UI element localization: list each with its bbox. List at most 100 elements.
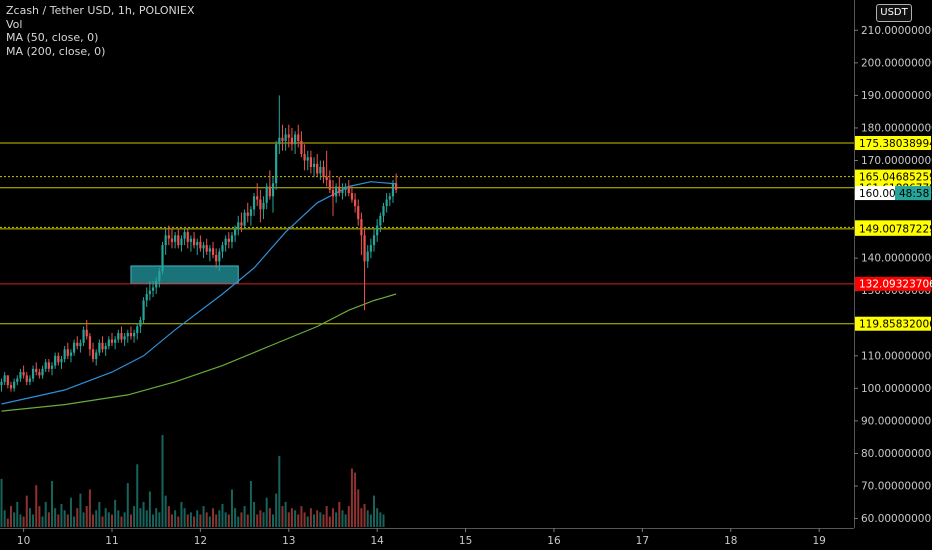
volume-bar bbox=[167, 506, 170, 527]
candle-body bbox=[76, 342, 79, 347]
volume-bar bbox=[262, 512, 265, 527]
candle-body bbox=[395, 183, 398, 190]
volume-bar bbox=[272, 514, 275, 527]
volume-bar bbox=[338, 501, 341, 527]
price-tick-label: 100.00000000 bbox=[861, 383, 932, 395]
candle-body bbox=[353, 199, 357, 207]
candle-body bbox=[117, 333, 120, 340]
candle-body bbox=[249, 209, 253, 216]
volume-bar bbox=[221, 504, 224, 527]
volume-bar bbox=[278, 455, 281, 527]
volume-bar bbox=[303, 512, 306, 527]
price-level-badge[interactable] bbox=[855, 276, 931, 291]
volume-bar bbox=[227, 514, 230, 527]
volume-bar bbox=[237, 516, 240, 527]
volume-bar bbox=[114, 499, 117, 527]
candle-body bbox=[132, 333, 136, 337]
candle-body bbox=[230, 235, 234, 242]
candle-body bbox=[88, 336, 91, 350]
last-price-label: 160.000 bbox=[859, 188, 902, 200]
candle-body bbox=[312, 163, 316, 168]
countdown-badge bbox=[895, 186, 931, 201]
volume-bar bbox=[256, 514, 259, 527]
candle-body bbox=[281, 137, 284, 141]
candle-body bbox=[382, 206, 385, 216]
candle-body bbox=[297, 134, 300, 141]
price-level-badge[interactable] bbox=[855, 135, 931, 150]
candle-body bbox=[347, 186, 350, 194]
volume-bar bbox=[341, 510, 344, 527]
candle-body bbox=[357, 206, 360, 220]
candle-body bbox=[110, 339, 114, 343]
volume-bar bbox=[104, 508, 107, 527]
time-tick-label: 16 bbox=[547, 535, 561, 547]
volume-bar bbox=[6, 518, 9, 527]
time-tick-label: 19 bbox=[812, 535, 825, 547]
volume-bar bbox=[13, 512, 16, 527]
price-level-badge[interactable] bbox=[855, 221, 931, 236]
volume-bar bbox=[107, 512, 110, 527]
volume-bar bbox=[136, 464, 139, 527]
volume-bar bbox=[73, 516, 76, 527]
price-level-badge[interactable] bbox=[855, 169, 931, 184]
volume-bar bbox=[196, 510, 199, 527]
candle-body bbox=[252, 196, 256, 210]
price-tick-label: 60.00000000 bbox=[861, 513, 931, 525]
volume-bar bbox=[224, 512, 227, 527]
volume-bar bbox=[212, 508, 215, 527]
candle-body bbox=[237, 222, 240, 229]
candle-body bbox=[325, 176, 328, 181]
volume-bar bbox=[259, 510, 262, 527]
support-zone-rect[interactable] bbox=[130, 265, 239, 285]
candle-body bbox=[114, 339, 117, 343]
price-tick-label: 90.00000000 bbox=[861, 415, 931, 427]
volume-bar bbox=[202, 506, 205, 527]
candle-body bbox=[196, 241, 199, 246]
price-level-badge-label: 165.04685259 bbox=[859, 171, 932, 183]
volume-bar bbox=[366, 510, 369, 527]
volume-bar bbox=[19, 514, 22, 527]
volume-bar bbox=[28, 508, 31, 527]
candle-body bbox=[290, 137, 294, 145]
volume-bar bbox=[164, 495, 167, 527]
volume-bar bbox=[275, 493, 278, 527]
candle-body bbox=[95, 352, 98, 360]
volume-bar bbox=[230, 489, 233, 527]
price-level-badge-label: 119.85832006 bbox=[859, 319, 932, 331]
candle-body bbox=[218, 251, 221, 262]
candle-body bbox=[224, 238, 227, 246]
volume-bar bbox=[79, 493, 82, 527]
volume-bar bbox=[66, 514, 69, 527]
candle-body bbox=[366, 251, 369, 262]
candle-body bbox=[13, 381, 16, 389]
candle-body bbox=[208, 248, 211, 252]
currency-button[interactable]: USDT bbox=[876, 4, 912, 22]
volume-bar bbox=[170, 514, 173, 527]
volume-bar bbox=[76, 508, 79, 527]
volume-bar bbox=[101, 516, 104, 527]
volume-bar bbox=[234, 508, 237, 527]
ma50-line bbox=[1, 181, 397, 405]
volume-bar bbox=[44, 501, 47, 527]
candle-body bbox=[3, 375, 6, 382]
volume-bar bbox=[306, 516, 309, 527]
candle-body bbox=[22, 372, 25, 376]
candle-body bbox=[35, 368, 38, 373]
candle-body bbox=[319, 167, 322, 174]
volume-bar bbox=[9, 506, 12, 527]
time-tick-label: 18 bbox=[724, 535, 737, 547]
ma200-line bbox=[1, 293, 397, 412]
volume-bar bbox=[60, 504, 63, 527]
candle-body bbox=[54, 355, 57, 366]
candle-body bbox=[344, 186, 347, 190]
volume-bar bbox=[142, 501, 145, 527]
candle-body bbox=[205, 245, 208, 252]
volume-bar bbox=[133, 506, 136, 527]
volume-bar bbox=[38, 506, 41, 527]
volume-bar bbox=[32, 514, 35, 527]
candle-body bbox=[41, 368, 44, 376]
candle-body bbox=[360, 219, 363, 236]
volume-bar bbox=[54, 508, 57, 527]
price-level-badge[interactable] bbox=[855, 316, 931, 331]
